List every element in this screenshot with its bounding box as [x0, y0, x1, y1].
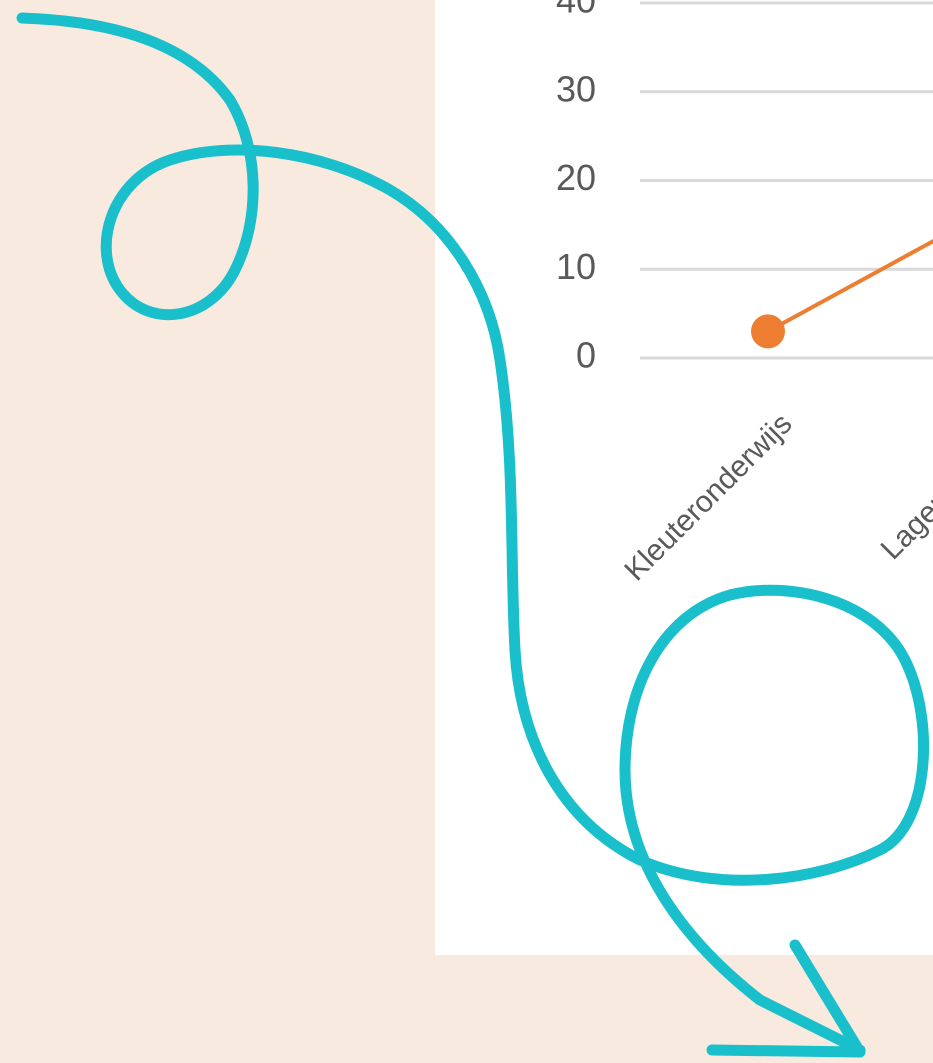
- y-tick-label: 30: [556, 68, 596, 109]
- y-tick-label: 10: [556, 246, 596, 287]
- y-tick-label: 40: [556, 0, 596, 21]
- line: [767, 238, 933, 334]
- decorative-swirl: [16, 12, 929, 1056]
- y-tick-label: 0: [576, 335, 596, 376]
- chart-panel: [435, 0, 933, 955]
- y-tick-label: 20: [556, 157, 596, 198]
- decorative-arrowhead: [706, 939, 866, 1058]
- marker: [751, 314, 785, 349]
